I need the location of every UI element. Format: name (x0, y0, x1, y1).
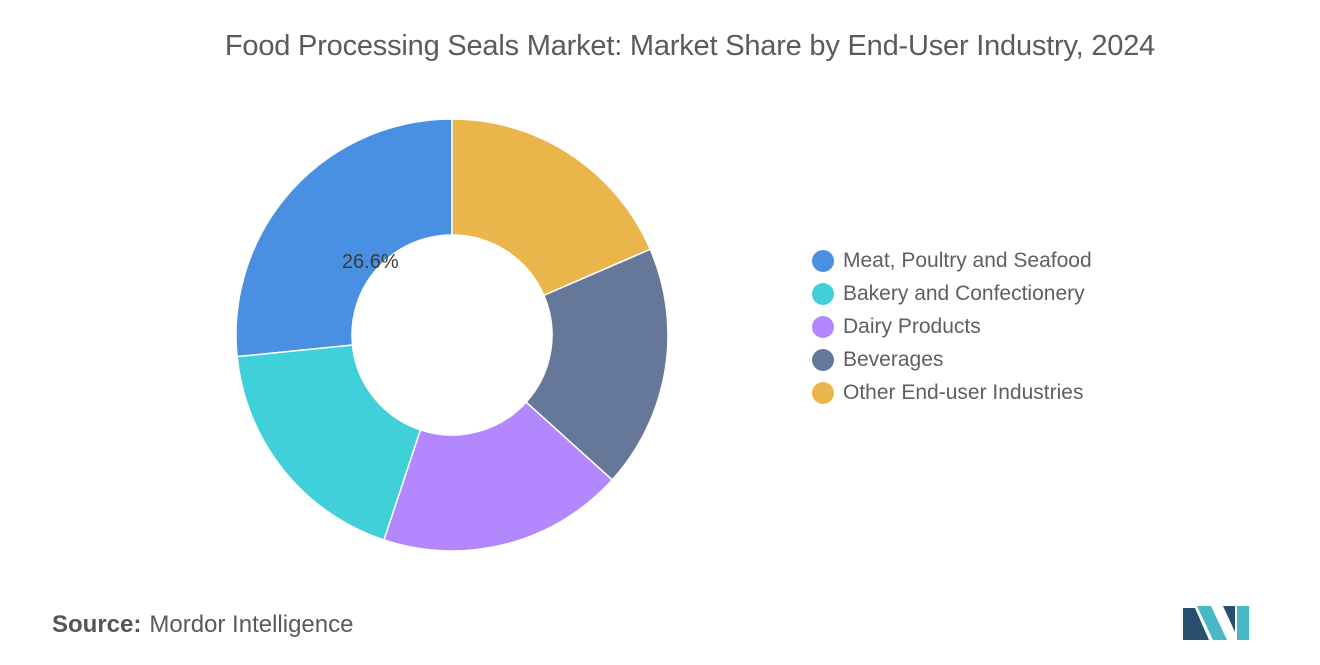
legend-label: Meat, Poultry and Seafood (843, 248, 1092, 272)
legend-swatch (812, 282, 834, 305)
legend-swatch (812, 315, 834, 338)
legend-label: Bakery and Confectionery (843, 281, 1085, 305)
slice-other-end-user-industries (451, 118, 652, 297)
legend-label: Other End-user Industries (843, 380, 1084, 404)
source-text: Mordor Intelligence (149, 611, 354, 638)
chart-legend: Meat, Poultry and Seafood Bakery and Conf… (812, 244, 1092, 409)
source-note: Source: Mordor Intelligence (52, 611, 353, 639)
legend-item: Dairy Products (812, 310, 1092, 343)
legend-label: Beverages (843, 347, 944, 371)
slice-dairy-products (383, 401, 614, 552)
legend-item: Other End-user Industries (812, 376, 1092, 409)
legend-swatch (812, 249, 834, 272)
slice-meat-poultry-and-seafood (235, 118, 453, 358)
slice-bakery-and-confectionery (236, 344, 422, 541)
legend-item: Beverages (812, 343, 1092, 376)
legend-label: Dairy Products (843, 314, 981, 338)
slice-beverages (525, 248, 669, 481)
legend-swatch (812, 348, 834, 371)
source-label: Source: (52, 611, 142, 638)
legend-item: Bakery and Confectionery (812, 277, 1092, 310)
chart-title: Food Processing Seals Market: Market Sha… (224, 30, 1156, 62)
data-label: 26.6% (342, 251, 399, 273)
legend-item: Meat, Poultry and Seafood (812, 244, 1092, 277)
mordor-intelligence-logo (1183, 606, 1249, 640)
legend-swatch (812, 381, 834, 404)
